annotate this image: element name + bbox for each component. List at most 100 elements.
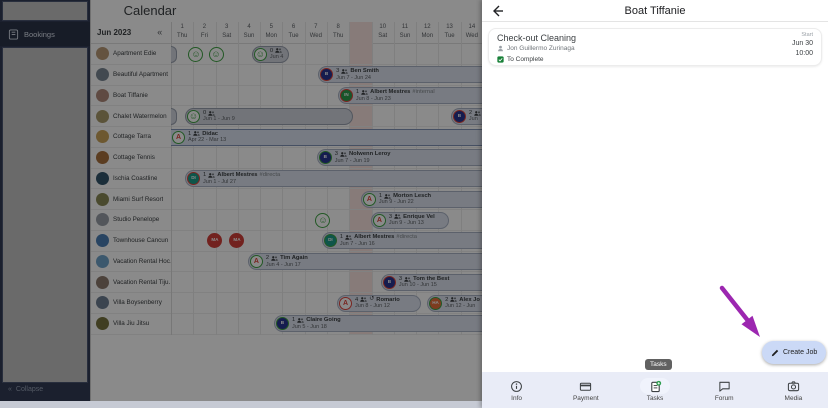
guest-count: 1 — [355, 89, 360, 96]
calendar-panel: Calendar Jun 2023 « 1 Thu 2 Fri 3 Sat 4 Sun 5 Mon… — [90, 0, 484, 401]
booking-pill[interactable]: DI 1 Albert Mestres #directa Jun 1 - Jul 27 — [185, 170, 483, 187]
booking-dates: Jun 1 - Jun 9 — [203, 116, 235, 123]
booking-pill[interactable]: A 1 Didac Apr 22 - Mar 13 — [171, 128, 483, 146]
property-label[interactable]: Beautiful Apartment — [91, 65, 171, 85]
booking-guest-avatar: DI — [323, 234, 337, 248]
property-avatar — [96, 275, 109, 289]
day-number: 13 — [446, 24, 453, 30]
property-label[interactable]: Cottage Tarra — [91, 127, 171, 147]
property-label[interactable]: Villa Boysenberry — [91, 293, 171, 313]
airbnb-icon: A — [253, 258, 259, 265]
booking-text: 1 Albert Mestres #internal Jun 8 - Jun 23 — [356, 89, 435, 102]
booking-pill[interactable]: B 1 Claire Going Jun 5 - Jun 18 — [273, 315, 483, 333]
property-label[interactable]: Vacation Rental Hoc… — [91, 252, 171, 272]
nav-item-media[interactable]: Media — [759, 372, 828, 408]
nav-item-info[interactable]: Info — [482, 372, 551, 408]
booking-pill[interactable]: HA 2 Alex Jo Jun 12 - Jun — [427, 294, 483, 312]
property-label[interactable]: Miami Surf Resort — [91, 189, 171, 209]
booking-dates: Jun 8 - Jun 23 — [355, 95, 391, 102]
booking-guest-avatar: A — [172, 130, 185, 144]
calendar-header: Jun 2023 « 1 Thu 2 Fri 3 Sat 4 Sun 5 Mon 6 Tue 7 Wed 8… — [91, 22, 483, 44]
property-label[interactable]: Cottage Tennis — [91, 148, 171, 168]
property-label[interactable]: Ischia Coastline — [91, 169, 171, 189]
booking-pill[interactable]: B 3 Nolwenn Leroy Jun 7 - Jun 19 — [316, 149, 483, 167]
day-weekday: Fri — [200, 32, 208, 39]
property-avatar — [96, 151, 109, 165]
property-label[interactable]: Chalet Watermelon — [91, 106, 171, 126]
booking-pill[interactable]: ☺ 0 Jun 4 — [251, 45, 289, 63]
property-row: Chalet Watermelon — [91, 106, 483, 127]
booking-pill[interactable]: A 1 Morton Lesch Jun 9 - Jun 22 — [360, 190, 483, 208]
booking-pill[interactable]: IN 1 Albert Mestres #internal Jun 8 - Jun 23 — [337, 87, 483, 104]
guest-count: 0 — [203, 109, 207, 116]
booking-guest-avatar: B — [275, 317, 289, 331]
booking-avatar[interactable]: MA — [207, 233, 223, 249]
booking-avatar[interactable]: ☺ — [208, 46, 224, 62]
back-button[interactable] — [490, 4, 504, 18]
property-avatar — [96, 213, 109, 227]
property-label[interactable]: Apartment Edie — [91, 44, 171, 64]
create-job-label: Create Job — [783, 349, 818, 356]
property-avatar — [96, 254, 109, 268]
booking-line1: 2 Alex Jo — [445, 297, 480, 304]
booking-stub[interactable] — [171, 45, 177, 63]
booking-pill[interactable]: A 4 ↺ Romario Jun 8 - Jun 12 — [337, 294, 422, 312]
property-avatar — [96, 88, 109, 102]
guest-count: 1 — [188, 130, 192, 137]
nav-item-tasks[interactable]: Tasks — [620, 372, 689, 408]
guest-name: Didac — [202, 130, 219, 137]
guest-name: Tom the Best — [413, 275, 450, 282]
day-weekday: Wed — [309, 32, 322, 39]
guest-initials: MA — [211, 237, 219, 243]
booking-text: 3 Nolwenn Leroy Jun 7 - Jun 19 — [335, 151, 391, 164]
booking-pill[interactable]: A 2 Tim Again Jun 4 - Jun 17 — [247, 253, 483, 270]
sidebar-item-bookings[interactable]: Bookings — [0, 22, 90, 46]
booking-dates: Jun 5 - Jun 18 — [291, 323, 327, 330]
booking-pill[interactable]: B 3 Tom the Best Jun 10 - Jun 15 — [380, 273, 483, 291]
property-row: Villa Jiu Jitsu — [91, 314, 483, 335]
guest-initials: B — [457, 112, 462, 118]
booking-avatar[interactable]: MA — [229, 233, 245, 249]
booking-dates: Apr 22 - Mar 13 — [188, 137, 227, 144]
day-header-7: 7 Wed — [305, 23, 327, 40]
day-header-3: 3 Sat — [216, 23, 238, 40]
collapse-columns-icon[interactable]: « — [157, 27, 163, 37]
task-status-label: To Complete — [507, 56, 544, 63]
task-card[interactable]: Check-out Cleaning Jon Guillermo Zurinag… — [488, 28, 822, 66]
property-row: Ischia Coastline — [91, 169, 483, 190]
property-label[interactable]: Villa Jiu Jitsu — [91, 314, 171, 334]
day-weekday: Sat — [222, 32, 232, 39]
panel-title: Boat Tiffanie — [624, 5, 686, 17]
guests-icon — [360, 297, 367, 303]
guest-name: Alex Jo — [459, 296, 480, 303]
guest-count: 2 — [445, 296, 449, 303]
day-number: 12 — [423, 24, 431, 30]
guest-count: 1 — [203, 172, 207, 179]
booking-pill[interactable]: ☺ 0 Jun 1 - Jun 9 — [185, 107, 354, 125]
property-name: Studio Penelope — [113, 216, 160, 224]
booking-pill[interactable]: A 3 Enrique Vel Jun 9 - Jun 13 — [370, 211, 449, 229]
guest-initials: HA — [432, 299, 439, 305]
booking-pill[interactable]: DI 1 Albert Mestres #directa Jun 7 - Jun 16 — [321, 232, 483, 250]
booking-pill[interactable]: B 3 Ben Smith Jun 7 - Jun 24 — [318, 66, 483, 84]
property-label[interactable]: Boat Tiffanie — [91, 86, 171, 106]
guests-icon — [345, 235, 352, 240]
property-label[interactable]: Studio Penelope — [91, 210, 171, 230]
property-name: Boat Tiffanie — [113, 91, 148, 99]
property-label[interactable]: Vacation Rental Tiju… — [91, 272, 171, 292]
guests-icon — [208, 172, 216, 178]
booking-dates: Jun 7 - Jun 24 — [336, 74, 371, 81]
nav-item-payment[interactable]: Payment — [551, 372, 620, 408]
booking-avatar[interactable]: ☺ — [315, 212, 331, 228]
nav-item-forum[interactable]: Forum — [690, 372, 759, 408]
property-row: Beautiful Apartment — [91, 65, 483, 86]
property-label[interactable]: Townhouse Cancun — [91, 231, 171, 251]
collapse-button[interactable]: « Collapse — [0, 386, 90, 393]
sidebar-placeholder-main — [2, 47, 88, 383]
day-weekday: Thu — [176, 32, 188, 39]
booking-avatar[interactable]: ☺ — [188, 46, 204, 62]
create-job-button[interactable]: Create Job — [762, 341, 827, 364]
booking-pill[interactable]: B 2 Jun — [450, 107, 483, 125]
property-avatar — [96, 234, 109, 248]
booking-text: 1 Albert Mestres #directa Jun 7 - Jun 16 — [340, 234, 417, 247]
